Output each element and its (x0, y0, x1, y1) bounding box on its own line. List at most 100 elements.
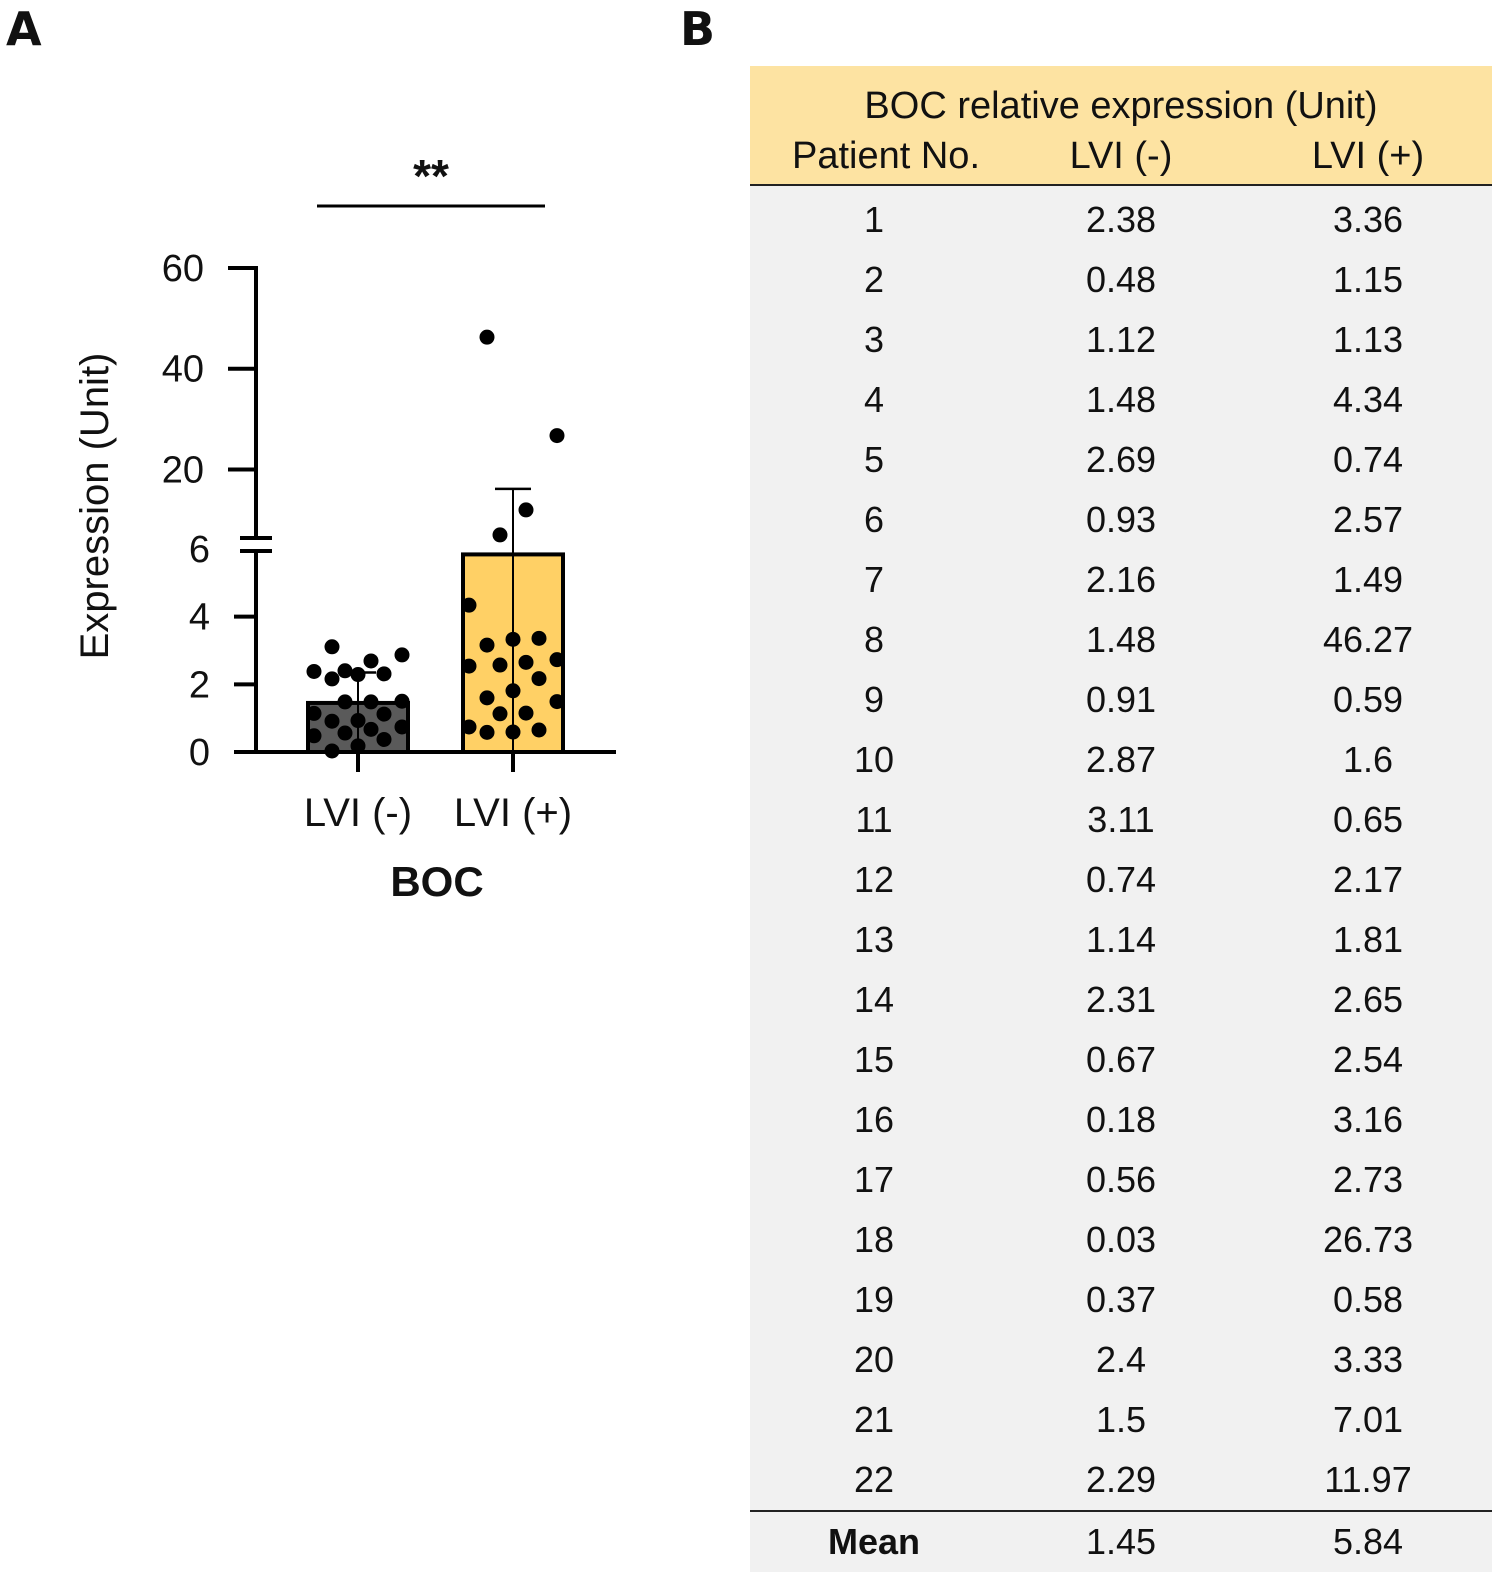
data-point (531, 630, 547, 646)
cell-lvi-positive: 3.16 (1244, 1090, 1493, 1150)
data-point (531, 722, 547, 738)
cell-lvi-positive: 7.01 (1244, 1390, 1493, 1450)
panel-b-label: B (680, 2, 716, 56)
cell-lvi-positive: 4.34 (1244, 370, 1493, 430)
cell-patient-no: 15 (750, 1030, 998, 1090)
cell-patient-no: 13 (750, 910, 998, 970)
mean-lvi-negative: 1.45 (998, 1510, 1244, 1572)
data-point (461, 658, 477, 674)
y-tick-label: 2 (189, 664, 210, 706)
table-row: 9 0.91 0.59 (750, 670, 1493, 730)
y-tick-label: 0 (189, 732, 210, 774)
mean-row: Mean 1.45 5.84 (750, 1510, 1493, 1572)
mean-lvi-positive: 5.84 (1244, 1510, 1493, 1572)
table-row: 19 0.37 0.58 (750, 1270, 1493, 1330)
data-point (479, 329, 495, 345)
data-point (518, 502, 534, 518)
cell-lvi-positive: 1.15 (1244, 250, 1493, 310)
data-point (394, 647, 410, 663)
cell-lvi-positive: 0.59 (1244, 670, 1493, 730)
cell-lvi-negative: 2.4 (998, 1330, 1244, 1390)
header-lvi-positive: LVI (+) (1244, 128, 1493, 186)
cell-lvi-positive: 1.81 (1244, 910, 1493, 970)
cell-lvi-negative: 0.48 (998, 250, 1244, 310)
x-axis-label: BOC (390, 858, 483, 905)
cell-patient-no: 10 (750, 730, 998, 790)
cell-patient-no: 7 (750, 550, 998, 610)
cell-lvi-positive: 2.65 (1244, 970, 1493, 1030)
header-patient-no: Patient No. (750, 128, 998, 186)
x-category-label: LVI (-) (304, 791, 412, 835)
table-row: 2 0.48 1.15 (750, 250, 1493, 310)
cell-lvi-positive: 2.17 (1244, 850, 1493, 910)
cell-lvi-negative: 2.38 (998, 185, 1244, 250)
cell-patient-no: 3 (750, 310, 998, 370)
data-point (479, 724, 495, 740)
data-point (376, 706, 392, 722)
data-point (363, 721, 379, 737)
data-point (324, 639, 340, 655)
cell-lvi-negative: 2.16 (998, 550, 1244, 610)
cell-lvi-positive: 2.54 (1244, 1030, 1493, 1090)
cell-patient-no: 8 (750, 610, 998, 670)
cell-patient-no: 19 (750, 1270, 998, 1330)
data-point (518, 654, 534, 670)
cell-lvi-negative: 1.48 (998, 610, 1244, 670)
table-row: 12 0.74 2.17 (750, 850, 1493, 910)
data-point (461, 597, 477, 613)
table-row: 17 0.56 2.73 (750, 1150, 1493, 1210)
data-point (461, 719, 477, 735)
cell-patient-no: 2 (750, 250, 998, 310)
table-row: 6 0.93 2.57 (750, 490, 1493, 550)
data-point (549, 694, 565, 710)
cell-patient-no: 20 (750, 1330, 998, 1390)
panel-a-label: A (6, 2, 42, 56)
table-row: 1 2.38 3.36 (750, 185, 1493, 250)
cell-lvi-positive: 2.57 (1244, 490, 1493, 550)
data-point (337, 725, 353, 741)
y-tick-label: 20 (162, 449, 204, 491)
cell-lvi-negative: 2.69 (998, 430, 1244, 490)
data-point (376, 666, 392, 682)
data-point (505, 724, 521, 740)
table-row: 22 2.29 11.97 (750, 1450, 1493, 1511)
data-point (394, 719, 410, 735)
y-tick-label: 60 (162, 248, 204, 290)
data-point (306, 705, 322, 721)
table-row: 8 1.48 46.27 (750, 610, 1493, 670)
data-point (549, 428, 565, 444)
cell-lvi-negative: 2.31 (998, 970, 1244, 1030)
data-point (492, 657, 508, 673)
cell-lvi-positive: 0.65 (1244, 790, 1493, 850)
data-point (350, 667, 366, 683)
cell-lvi-positive: 11.97 (1244, 1450, 1493, 1511)
cell-patient-no: 11 (750, 790, 998, 850)
data-point (306, 728, 322, 744)
cell-lvi-negative: 0.91 (998, 670, 1244, 730)
cell-lvi-negative: 0.56 (998, 1150, 1244, 1210)
cell-lvi-negative: 1.48 (998, 370, 1244, 430)
cell-lvi-negative: 0.03 (998, 1210, 1244, 1270)
cell-lvi-positive: 1.6 (1244, 730, 1493, 790)
cell-patient-no: 16 (750, 1090, 998, 1150)
table-row: 11 3.11 0.65 (750, 790, 1493, 850)
cell-patient-no: 21 (750, 1390, 998, 1450)
bar-chart: 0 2 4 6 20 40 60 LVI (-) LVI (+) BOC Expression (U… (73, 150, 616, 905)
cell-lvi-positive: 3.36 (1244, 185, 1493, 250)
cell-lvi-positive: 1.13 (1244, 310, 1493, 370)
table-row: 18 0.03 26.73 (750, 1210, 1493, 1270)
y-axis-label: Expression (Unit) (73, 353, 117, 660)
data-point (376, 731, 392, 747)
table-row: 4 1.48 4.34 (750, 370, 1493, 430)
cell-patient-no: 9 (750, 670, 998, 730)
cell-patient-no: 6 (750, 490, 998, 550)
cell-patient-no: 22 (750, 1450, 998, 1511)
x-category-label: LVI (+) (454, 791, 572, 835)
cell-lvi-negative: 2.29 (998, 1450, 1244, 1511)
y-tick-label: 6 (189, 529, 210, 571)
data-point (337, 694, 353, 710)
cell-lvi-positive: 0.58 (1244, 1270, 1493, 1330)
data-point (306, 663, 322, 679)
data-point (394, 693, 410, 709)
data-point (518, 705, 534, 721)
